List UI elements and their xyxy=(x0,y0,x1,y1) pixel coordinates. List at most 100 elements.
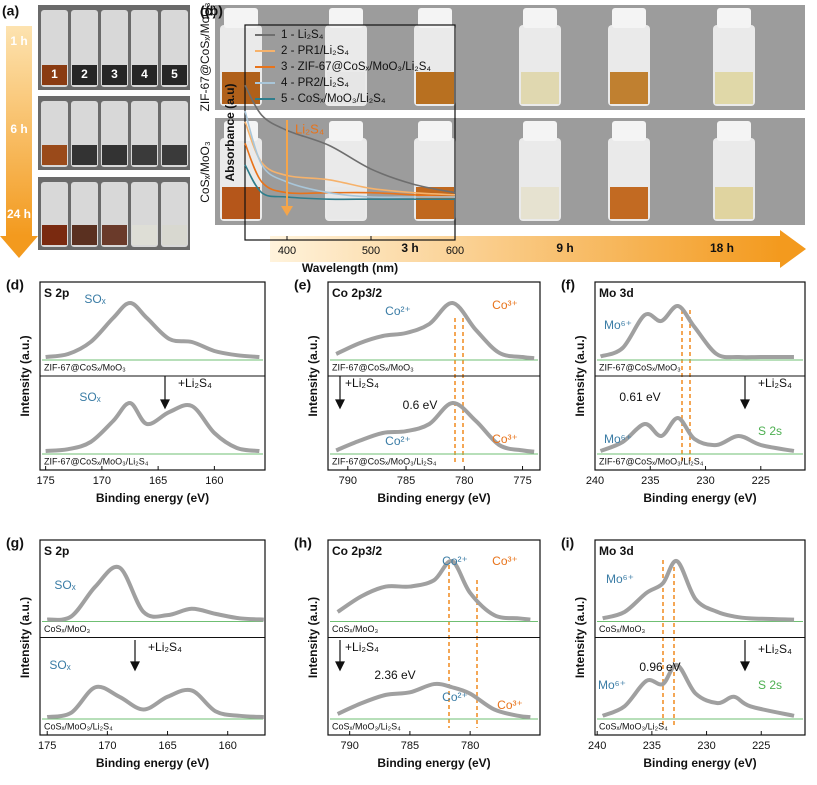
annotation: +Li₂S₄ xyxy=(758,642,792,656)
x-axis-label: Wavelength (nm) xyxy=(302,261,398,275)
photo-vials xyxy=(215,5,805,225)
cap xyxy=(523,8,557,28)
cap xyxy=(329,8,363,28)
liquid xyxy=(222,72,260,104)
liquid xyxy=(521,187,559,219)
legend-label: 4 - PR2/Li₂S₄ xyxy=(281,77,349,89)
legend-label: 5 - CoSₓ/MoO₃/Li₂S₄ xyxy=(281,93,386,105)
annotation: SOₓ xyxy=(79,390,100,404)
annotation: +Li₂S₄ xyxy=(148,640,182,654)
liquid xyxy=(521,72,559,104)
panel-title: Mo 3d xyxy=(599,286,634,300)
vial-label: 3 xyxy=(111,67,118,81)
liquid xyxy=(715,187,753,219)
x-tick-label: 160 xyxy=(205,475,223,487)
liquid xyxy=(610,72,648,104)
annotation: SOₓ xyxy=(54,578,75,592)
series-line xyxy=(45,401,260,453)
annotation: Mo⁶⁺ xyxy=(598,678,626,692)
liquid xyxy=(42,65,67,85)
time-arrow xyxy=(6,26,32,236)
annotation: Co²⁺ xyxy=(442,554,468,568)
x-tick-label: 230 xyxy=(696,475,714,487)
series-line xyxy=(336,559,531,622)
x-tick-label: 400 xyxy=(278,245,296,257)
x-tick-label: 225 xyxy=(752,740,770,752)
series-line xyxy=(602,559,795,622)
annotation: Co³⁺ xyxy=(492,298,518,312)
x-axis-label: Binding energy (eV) xyxy=(96,756,209,770)
y-axis-label: Intensity (a.u.) xyxy=(18,335,32,416)
annotation: 0.96 eV xyxy=(639,660,680,674)
series-line xyxy=(335,401,535,454)
annotation: 0.61 eV xyxy=(619,390,660,404)
annotation-arrow-head xyxy=(281,206,293,216)
vial-label: 2 xyxy=(81,67,88,81)
x-tick-label: 230 xyxy=(697,740,715,752)
liquid xyxy=(132,65,157,85)
sample-label: CoSₓ/MoO₃ xyxy=(44,624,90,634)
time-arrow-head xyxy=(780,230,806,268)
vial-label: 5 xyxy=(171,67,178,81)
series-line xyxy=(244,84,456,194)
cap xyxy=(224,8,258,28)
annotation: Co²⁺ xyxy=(442,690,468,704)
sample-label: ZIF-67@CoSₓ/MoO₃ xyxy=(332,362,414,372)
liquid xyxy=(72,145,97,165)
legend-label: 1 - Li₂S₄ xyxy=(281,29,324,41)
x-tick-label: 165 xyxy=(158,740,176,752)
x-tick-label: 785 xyxy=(397,475,415,487)
x-tick-label: 240 xyxy=(588,740,606,752)
annotation: 2.36 eV xyxy=(374,668,415,682)
x-tick-label: 225 xyxy=(752,475,770,487)
series-line xyxy=(336,681,531,720)
x-tick-label: 790 xyxy=(341,740,359,752)
annotation: SOₓ xyxy=(49,658,70,672)
series-line xyxy=(45,300,260,359)
sample-label: ZIF-67@CoSₓ/MoO₃ xyxy=(599,362,681,372)
x-tick-label: 785 xyxy=(401,740,419,752)
annotation: Co²⁺ xyxy=(385,434,411,448)
liquid xyxy=(42,225,67,245)
series-line xyxy=(599,304,794,360)
y-axis-label: Intensity (a.u.) xyxy=(306,335,320,416)
liquid xyxy=(222,187,260,219)
x-tick-label: 175 xyxy=(36,475,54,487)
liquid xyxy=(416,187,454,219)
panel-label: (d) xyxy=(6,277,24,293)
y-axis-label: Intensity (a.u.) xyxy=(573,597,587,678)
x-axis-label: Binding energy (eV) xyxy=(377,756,490,770)
cap xyxy=(612,8,646,28)
photo xyxy=(215,118,805,225)
annotation: SOₓ xyxy=(84,292,105,306)
panel-label: (f) xyxy=(561,277,575,293)
liquid xyxy=(132,145,157,165)
panel-title: S 2p xyxy=(44,544,69,558)
photo xyxy=(215,5,805,110)
x-tick-label: 170 xyxy=(98,740,116,752)
annotation: Co³⁺ xyxy=(497,698,523,712)
liquid xyxy=(132,225,157,245)
liquid xyxy=(327,72,365,104)
liquid xyxy=(102,65,127,85)
vial-label: 1 xyxy=(51,67,58,81)
x-tick-label: 500 xyxy=(362,245,380,257)
time-label: 24 h xyxy=(7,207,31,221)
y-axis-label: Absorbance (a.u) xyxy=(223,83,237,181)
series-line xyxy=(46,684,264,720)
x-tick-label: 235 xyxy=(641,475,659,487)
time-label: 6 h xyxy=(10,122,27,136)
panel-label: (i) xyxy=(561,535,574,551)
sample-label: CoSₓ/MoO₃/Li₂S₄ xyxy=(44,721,113,731)
time-label: 3 h xyxy=(401,241,418,255)
panel-label: (a) xyxy=(2,3,19,19)
x-axis-label: Binding energy (eV) xyxy=(377,491,490,505)
annotation: +Li₂S₄ xyxy=(178,376,212,390)
x-axis-label: Binding energy (eV) xyxy=(643,491,756,505)
cap xyxy=(418,8,452,28)
cap xyxy=(523,121,557,141)
panel-label: (e) xyxy=(294,277,311,293)
series-line xyxy=(601,663,795,718)
vial-label: 4 xyxy=(141,67,148,81)
sample-label: ZIF-67@CoSₓ/MoO₃ xyxy=(198,2,212,111)
